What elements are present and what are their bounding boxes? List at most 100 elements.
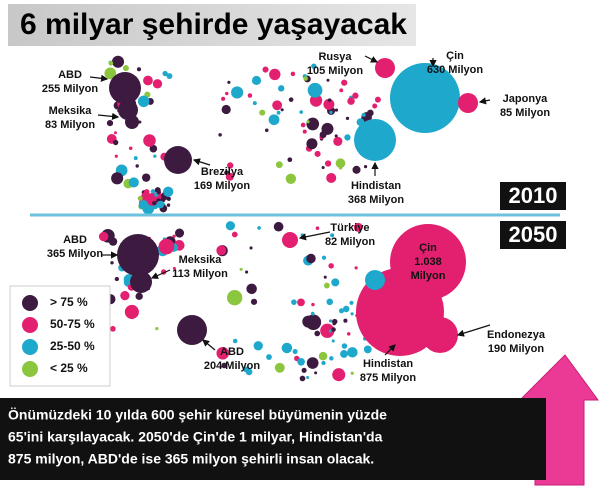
small-bubble — [135, 164, 139, 168]
small-bubble — [352, 165, 361, 174]
small-bubble — [250, 298, 258, 305]
small-bubble — [281, 342, 293, 354]
small-bubble — [239, 267, 243, 271]
small-bubble — [124, 304, 139, 320]
small-bubble — [137, 195, 143, 201]
small-bubble — [141, 173, 151, 182]
small-bubble — [264, 128, 269, 133]
small-bubble — [272, 100, 283, 111]
small-bubble — [143, 134, 156, 147]
year: 2010 — [509, 183, 558, 208]
annotation-text: Milyon — [411, 270, 446, 282]
small-bubble — [149, 144, 158, 153]
caption-line: 65'ini karşılayacak. 2050'de Çin'de 1 mi… — [8, 429, 383, 445]
small-bubble — [251, 75, 262, 86]
annotation-text: 169 Milyon — [194, 180, 251, 192]
small-bubble — [141, 191, 151, 202]
small-bubble — [114, 154, 118, 158]
annotation-text: ABD — [58, 69, 82, 81]
small-bubble — [137, 95, 150, 108]
small-bubble — [343, 318, 348, 323]
annotation-text: 630 Milyon — [427, 64, 484, 76]
small-bubble — [319, 131, 327, 139]
small-bubble — [158, 238, 175, 255]
small-bubble — [361, 112, 366, 117]
small-bubble — [320, 323, 335, 338]
small-bubble — [153, 154, 157, 158]
small-bubble — [111, 172, 124, 185]
small-bubble — [277, 85, 285, 92]
legend-swatch — [22, 317, 38, 333]
small-bubble — [335, 158, 346, 169]
annotation-text: 255 Milyon — [42, 83, 99, 95]
small-bubble — [332, 368, 346, 382]
small-bubble — [110, 325, 116, 332]
annotation-text: Çin — [419, 242, 437, 254]
annotation-text: 82 Milyon — [325, 236, 375, 248]
small-bubble — [259, 109, 266, 116]
annotation-text: 105 Milyon — [307, 65, 364, 77]
small-bubble — [315, 226, 320, 230]
annotation-text: 365 Milyon — [47, 248, 104, 260]
small-bubble — [331, 327, 336, 332]
year-box — [500, 182, 566, 210]
small-bubble — [216, 245, 227, 256]
small-bubble — [227, 290, 243, 306]
annotation-text: Hindistan — [363, 358, 413, 370]
small-bubble — [311, 302, 315, 307]
small-bubble — [366, 109, 374, 117]
small-bubble — [363, 164, 368, 169]
small-bubble — [218, 133, 222, 137]
small-bubble — [334, 108, 339, 112]
caption-box — [0, 398, 546, 480]
caption-line: 875 milyon, ABD'de ise 365 milyon şehirl… — [8, 451, 374, 467]
small-bubble — [128, 146, 133, 151]
annotation-text: 85 Milyon — [500, 107, 550, 119]
small-bubble — [301, 367, 307, 373]
small-bubble — [247, 93, 253, 98]
small-bubble — [309, 94, 323, 107]
small-bubble — [338, 308, 345, 314]
small-bubble — [372, 103, 378, 109]
annotation-text: ABD — [220, 346, 244, 358]
small-bubble — [163, 186, 174, 197]
small-bubble — [106, 119, 114, 127]
legend-label: > 75 % — [50, 295, 88, 309]
small-bubble — [311, 63, 317, 69]
small-bubble — [350, 371, 354, 375]
small-bubble — [108, 60, 114, 66]
small-bubble — [227, 162, 234, 169]
small-bubble — [152, 79, 163, 89]
legend-swatch — [22, 339, 38, 355]
small-bubble — [138, 199, 149, 210]
small-bubble — [122, 65, 129, 72]
small-bubble — [340, 350, 348, 358]
small-bubble — [253, 341, 263, 351]
small-bubble — [350, 312, 354, 316]
small-bubble — [292, 349, 298, 355]
small-bubble — [297, 357, 305, 366]
small-bubble — [346, 332, 351, 336]
legend-label: 50-75 % — [50, 317, 95, 331]
annotation-text: ABD — [63, 234, 87, 246]
small-bubble — [326, 172, 337, 183]
small-bubble — [341, 79, 348, 86]
small-bubble — [162, 70, 168, 77]
small-bubble — [225, 221, 236, 231]
small-bubble — [269, 68, 281, 81]
small-bubble — [299, 110, 303, 114]
title-bar — [8, 4, 416, 46]
annotation-text: Japonya — [503, 93, 549, 105]
small-bubble — [120, 291, 130, 301]
small-bubble — [300, 122, 306, 128]
small-bubble — [306, 120, 310, 124]
legend-swatch — [22, 361, 38, 377]
small-bubble — [353, 222, 363, 232]
small-bubble — [133, 156, 138, 161]
small-bubble — [332, 321, 337, 326]
annotation-text: Çin — [446, 50, 464, 62]
small-bubble — [323, 275, 327, 279]
small-bubble — [143, 75, 153, 86]
small-bubble — [321, 166, 325, 170]
small-bubble — [310, 311, 315, 316]
